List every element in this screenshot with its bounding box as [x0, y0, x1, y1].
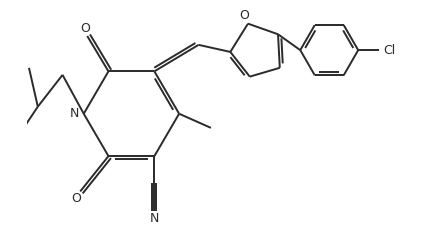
Text: O: O — [240, 9, 249, 22]
Text: O: O — [72, 192, 82, 205]
Text: N: N — [150, 212, 159, 225]
Text: O: O — [81, 22, 90, 35]
Text: Cl: Cl — [383, 44, 396, 57]
Text: N: N — [70, 107, 80, 120]
